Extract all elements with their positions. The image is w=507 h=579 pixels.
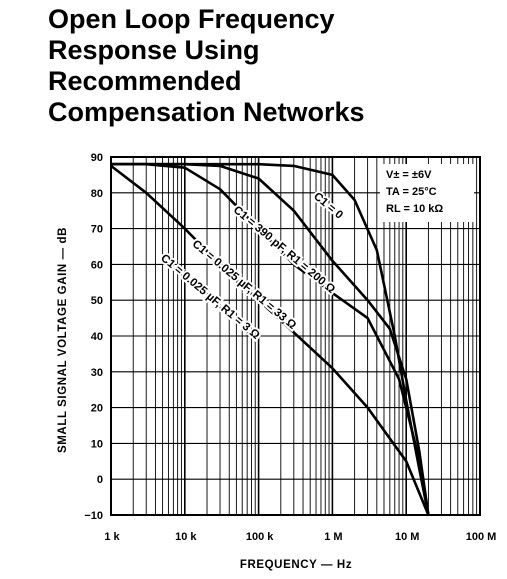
y-tick-label: 70	[91, 224, 103, 236]
x-tick-labels: 1 k 10 k 100 k 1 M 10 M 100 M	[104, 531, 496, 543]
x-tick-label: 1 M	[324, 531, 342, 543]
y-axis-label: SMALL SIGNAL VOLTAGE GAIN — dB	[57, 227, 69, 453]
title-line-1: Open Loop Frequency	[48, 4, 335, 34]
plot-frame	[110, 156, 481, 516]
conditions-box: V± = ±6V TA = 25°C RL = 10 kΩ	[380, 164, 474, 222]
y-tick-label: 80	[91, 188, 103, 200]
title-line-3: Recommended	[48, 66, 242, 96]
y-tick-label: 60	[91, 259, 103, 271]
x-axis-label: FREQUENCY — Hz	[240, 559, 352, 571]
x-tick-label: 100 k	[246, 531, 274, 543]
series-line-4	[110, 164, 430, 516]
curves	[110, 162, 430, 516]
title-line-2: Response Using	[48, 35, 260, 65]
x-tick-label: 10 M	[395, 531, 419, 543]
y-tick-label: 0	[97, 474, 103, 486]
y-tick-label: 90	[91, 152, 103, 164]
y-tick-label: −10	[84, 510, 103, 522]
condition-1: V± = ±6V	[386, 169, 432, 181]
condition-2: TA = 25°C	[386, 186, 437, 198]
y-tick-label: 40	[91, 331, 103, 343]
series-line-3	[111, 162, 430, 516]
y-tick-label: 50	[91, 295, 103, 307]
conditions-background	[380, 164, 474, 222]
y-tick-label: 30	[91, 367, 103, 379]
x-tick-label: 1 k	[104, 531, 120, 543]
y-tick-label: 20	[91, 403, 103, 415]
series-line-2	[111, 162, 430, 516]
x-tick-label: 100 M	[466, 531, 497, 543]
y-tick-label: 10	[91, 438, 103, 450]
x-tick-label: 10 k	[175, 531, 197, 543]
chart-title: Open Loop Frequency Response Using Recom…	[48, 4, 498, 128]
condition-3: RL = 10 kΩ	[386, 203, 443, 215]
y-tick-labels: 90 80 70 60 50 40 30 20 10 0 −10	[84, 152, 103, 522]
title-line-4: Compensation Networks	[48, 97, 365, 127]
